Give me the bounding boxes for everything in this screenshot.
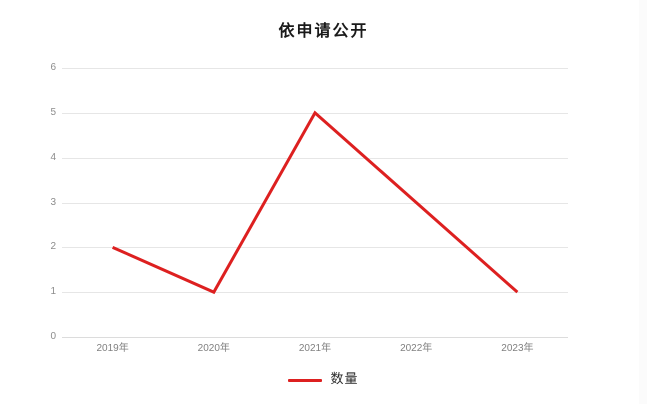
plot-area	[62, 68, 568, 338]
legend-item-label: 数量	[330, 372, 359, 387]
legend-line-icon	[288, 378, 323, 382]
legend-item-quantity[interactable]: 数量	[288, 372, 358, 388]
chart-title: 依申请公开	[278, 21, 369, 40]
x-axis-tick-label: 2020年	[197, 343, 230, 354]
x-axis-tick-label: 2021年	[298, 343, 332, 354]
y-axis-tick-label: 6	[50, 62, 56, 73]
y-axis-tick-label: 2	[50, 241, 56, 253]
series-line-group	[111, 110, 519, 295]
y-axis-tick-label: 5	[50, 106, 56, 118]
gridline	[62, 247, 568, 249]
x-axis-tick-label: 2019年	[96, 343, 129, 354]
right-edge-band	[639, 0, 647, 404]
gridline	[62, 292, 568, 294]
series-line-quantity	[111, 110, 519, 295]
gridline	[62, 337, 568, 338]
gridline	[62, 202, 568, 204]
y-axis-tick-label: 0	[50, 331, 56, 342]
gridline	[62, 68, 568, 69]
gridline	[62, 157, 568, 159]
y-axis-tick-label: 3	[50, 196, 56, 208]
x-axis-tick-label: 2022年	[400, 343, 433, 354]
chart-legend: 数量	[0, 372, 647, 388]
y-axis-tick-label: 1	[50, 286, 56, 298]
y-axis-tick-label: 4	[50, 151, 56, 163]
x-axis-tick-label: 2023年	[501, 343, 534, 354]
x-axis: 2019年 2020年 2021年 2022年 2023年	[62, 343, 568, 359]
y-axis: 0 1 2 3 4 5 6	[22, 63, 56, 342]
